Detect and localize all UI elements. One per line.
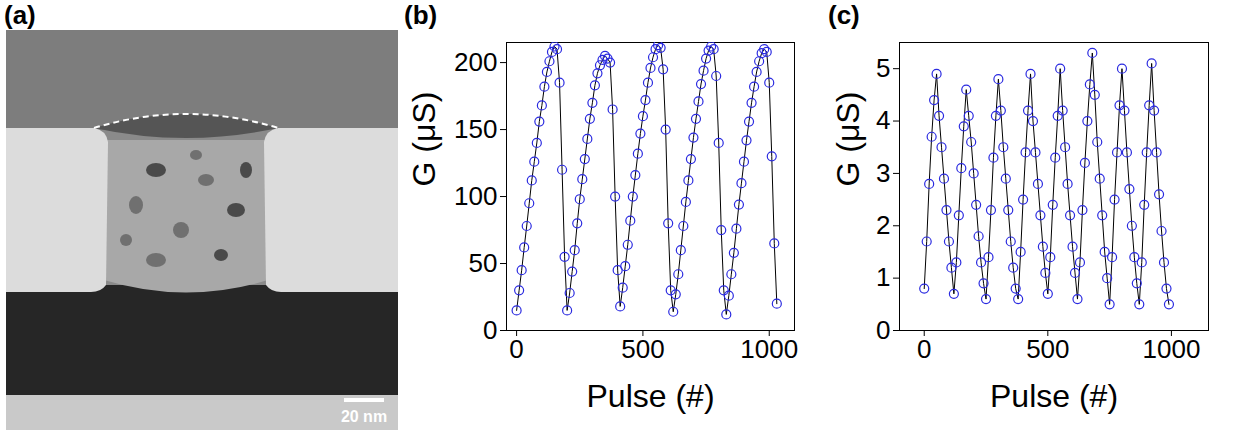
svg-text:4: 4 [876,105,890,135]
svg-text:0: 0 [917,334,931,364]
svg-text:0: 0 [509,334,523,364]
html-text:(c): (c) [828,0,860,30]
html-text:(b): (b) [404,0,438,30]
svg-text:Pulse (#): Pulse (#) [586,378,714,414]
svg-text:50: 50 [469,248,498,278]
svg-text:3: 3 [876,158,890,188]
svg-text:1000: 1000 [740,334,798,364]
svg-text:0: 0 [876,315,890,345]
svg-text:Pulse (#): Pulse (#) [990,378,1118,414]
svg-text:150: 150 [454,114,497,144]
html-text:(a): (a) [4,0,36,30]
svg-text:1: 1 [876,262,890,292]
svg-text:G (μS): G (μS) [406,92,442,187]
svg-text:1000: 1000 [1142,334,1200,364]
svg-text:100: 100 [454,181,497,211]
svg-text:0: 0 [483,315,497,345]
svg-text:2: 2 [876,210,890,240]
svg-text:20 nm: 20 nm [341,408,387,425]
svg-text:5: 5 [876,53,890,83]
svg-text:G (μS): G (μS) [830,92,866,187]
svg-text:200: 200 [454,47,497,77]
svg-text:500: 500 [1026,334,1069,364]
svg-text:500: 500 [621,334,664,364]
